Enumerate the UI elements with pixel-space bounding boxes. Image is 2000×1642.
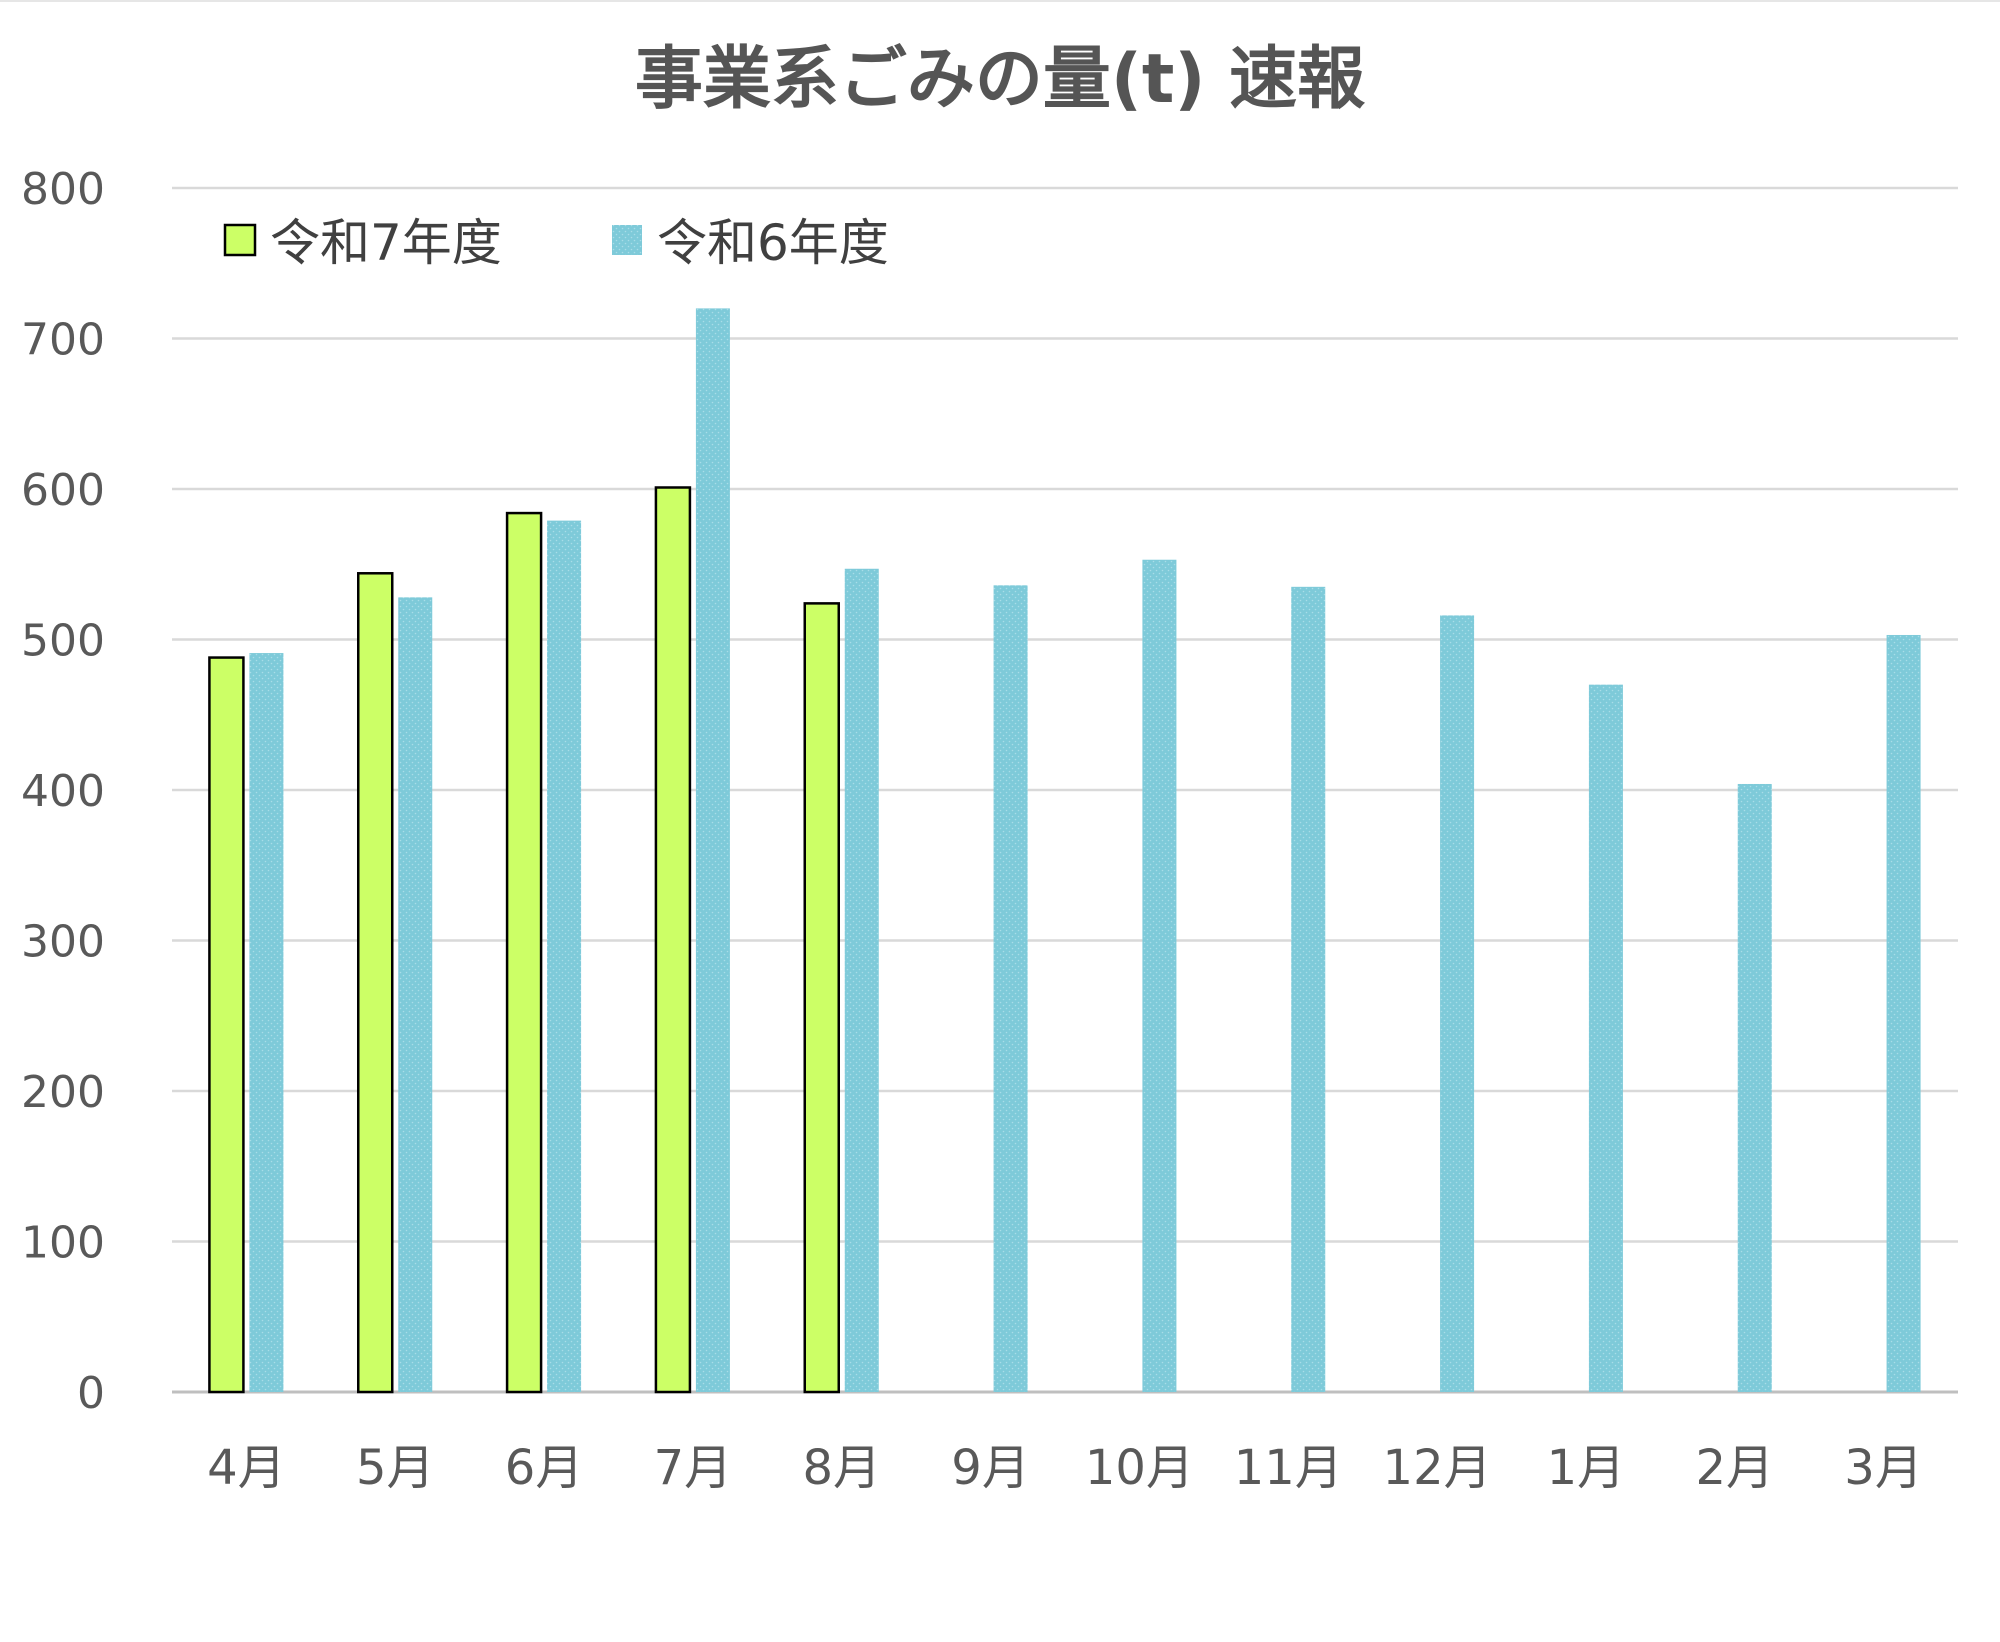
y-tick-label: 200 [21, 1067, 105, 1118]
x-tick-label: 1月 [1547, 1440, 1626, 1496]
x-tick-label: 8月 [802, 1440, 881, 1496]
bars [208, 308, 1921, 1394]
bar-reiwa6 [1737, 783, 1772, 1392]
y-tick-label: 500 [21, 616, 105, 667]
bar-reiwa6 [1142, 559, 1177, 1392]
bar-reiwa6 [993, 585, 1028, 1392]
bar-reiwa7 [505, 511, 543, 1394]
y-tick-label: 800 [21, 164, 105, 215]
y-axis-ticks: 0 100 200 300 400 500 600 700 800 [21, 164, 105, 1419]
bar-reiwa7 [357, 572, 394, 1394]
bar-reiwa7 [654, 486, 692, 1394]
bar-reiwa7 [208, 656, 245, 1394]
bar-reiwa7 [803, 602, 840, 1394]
bar-reiwa6 [1291, 586, 1326, 1392]
x-tick-label: 5月 [356, 1440, 435, 1496]
y-tick-label: 400 [21, 766, 105, 817]
gridlines [172, 186, 1958, 1394]
x-tick-label: 6月 [505, 1440, 584, 1496]
legend-swatch [223, 223, 257, 257]
y-tick-label: 0 [77, 1368, 105, 1419]
legend-label: 令和6年度 [657, 214, 889, 272]
bar-reiwa6 [249, 653, 284, 1392]
legend: 令和7年度 令和6年度 [223, 214, 889, 272]
x-tick-label: 3月 [1844, 1440, 1923, 1496]
x-tick-label: 12月 [1383, 1440, 1492, 1496]
bar-reiwa6 [1588, 684, 1623, 1392]
x-tick-label: 11月 [1234, 1440, 1343, 1496]
bar-reiwa6 [398, 597, 433, 1392]
bar-reiwa6 [547, 520, 582, 1392]
bar-reiwa6 [695, 308, 730, 1392]
legend-item-reiwa6: 令和6年度 [612, 214, 889, 272]
legend-item-reiwa7: 令和7年度 [223, 214, 502, 272]
y-tick-label: 100 [21, 1218, 105, 1269]
y-tick-label: 300 [21, 917, 105, 968]
bar-reiwa6 [1886, 634, 1921, 1392]
x-tick-label: 10月 [1085, 1440, 1194, 1496]
x-tick-label: 2月 [1695, 1440, 1774, 1496]
legend-label: 令和7年度 [270, 214, 502, 272]
x-tick-label: 9月 [951, 1440, 1030, 1496]
bar-reiwa6 [1440, 615, 1475, 1392]
bar-reiwa6 [844, 568, 879, 1392]
legend-swatch [612, 225, 642, 255]
x-axis-ticks: 4月 5月 6月 7月 8月 9月 10月 11月 12月 1月 2月 3月 [207, 1440, 1923, 1496]
y-tick-label: 700 [21, 315, 105, 366]
chart-title: 事業系ごみの量(t) 速報 [635, 40, 1365, 119]
x-tick-label: 4月 [207, 1440, 286, 1496]
x-tick-label: 7月 [654, 1440, 733, 1496]
y-tick-label: 600 [21, 465, 105, 516]
